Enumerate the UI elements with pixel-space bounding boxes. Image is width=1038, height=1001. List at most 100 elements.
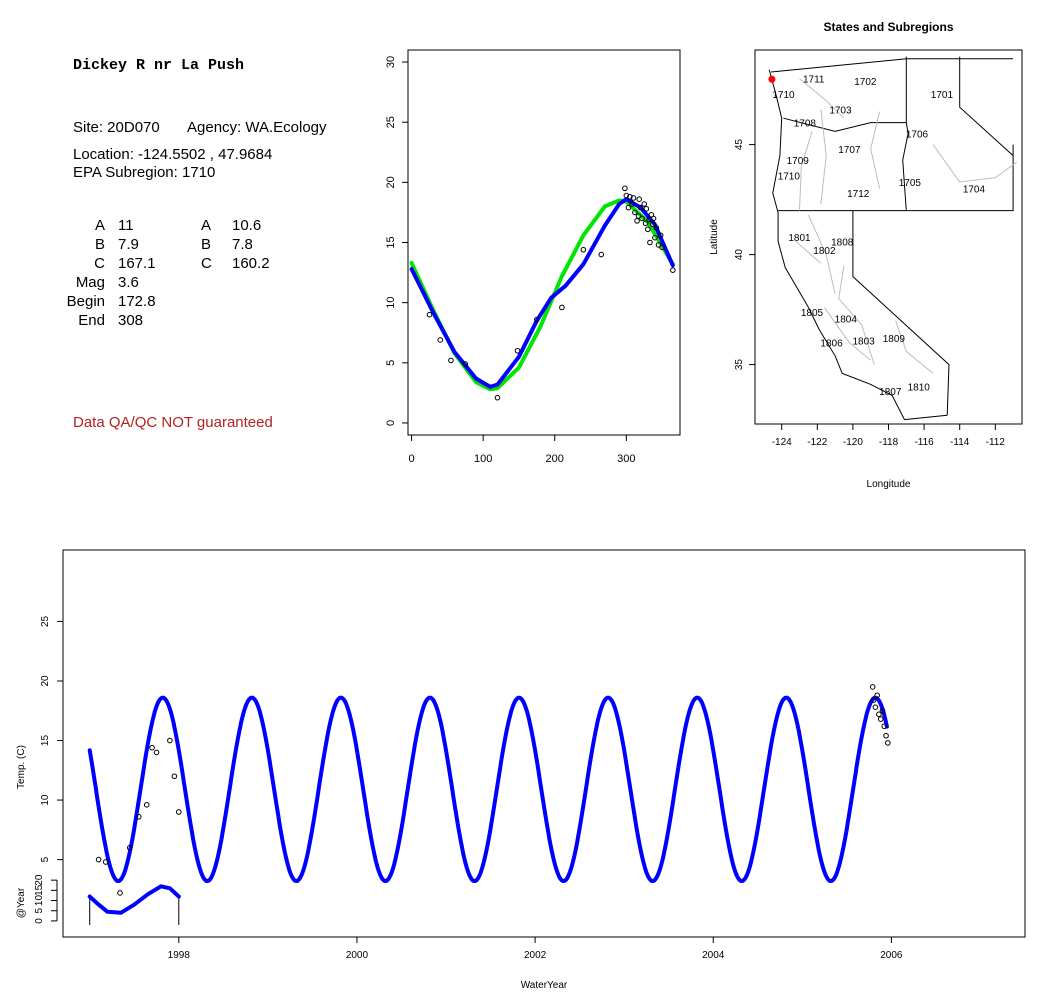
ts-xtick-label: 2004 [702,950,725,961]
subregion: EPA Subregion: 1710 [73,164,216,181]
map-state-boundary [783,117,907,132]
ts-ytick-label: 15 [40,735,51,747]
inset-ytick-label: 20 [34,874,45,886]
ts-xlabel: WaterYear [521,980,568,991]
ts-point [883,732,889,739]
map-subregion-boundary [799,131,813,211]
map-region-label: 1802 [813,246,836,257]
chart1-point [622,185,628,192]
chart1-xtick-label: 300 [617,453,635,465]
map-state-boundary [778,144,1014,212]
map-region-label: 1701 [931,90,954,101]
inset-ylabel: @Year [16,887,27,918]
param-label: A [94,217,105,234]
ts-point [872,704,879,710]
map-xtick-label: -114 [950,437,970,448]
chart1-point [652,234,658,241]
map-region-label: 1808 [831,237,854,248]
param-value: 10.6 [232,217,262,234]
map-xtick-label: -118 [879,437,899,448]
chart1-point [650,215,657,222]
ts-point [874,692,880,699]
param-value: 7.9 [118,236,139,253]
chart1-point [534,316,540,323]
ts-ytick-label: 20 [40,675,51,687]
chart1-point [426,311,433,318]
param-label: B [94,236,105,253]
ts-point [869,684,876,690]
chart1-point [670,267,676,273]
ts-point [881,723,888,730]
map-xtick-label: -120 [843,437,863,448]
map-subregion-boundary [807,214,836,295]
chart1-ytick-label: 15 [385,236,397,248]
map-region-label: 1810 [908,383,931,394]
map-ytick-label: 35 [734,359,745,371]
chart1-point [650,221,656,228]
map-xtick-label: -122 [807,437,827,448]
param-value: 3.6 [118,274,139,291]
map-region-label: 1702 [854,77,877,88]
map-region-label: 1707 [838,145,861,156]
chart1-fit-line-1 [409,198,675,392]
chart1-frame [407,49,681,436]
chart1-point [627,193,633,200]
inset-line [87,884,181,915]
chart1-point [653,225,660,231]
chart1-point [598,251,605,258]
map-region-label: 1710 [772,90,795,101]
inset-ytick-label: 5 [34,908,45,914]
map-state-boundary [852,210,950,416]
chart1-point [644,226,651,233]
map-region-label: 1803 [852,336,875,347]
qa-note: Data QA/QC NOT guaranteed [73,414,273,431]
ts-point [879,707,886,714]
map-ylabel: Latitude [709,219,720,255]
ts-frame [62,549,1026,938]
map-region-label: 1806 [820,339,843,350]
chart1-ytick-label: 0 [385,420,397,426]
inset-ytick-label: 15 [34,884,45,896]
chart1-point [629,201,635,207]
ts-ytick-label: 10 [40,794,51,806]
map-xlabel: Longitude [867,479,911,490]
map-subregion-boundary [820,109,827,205]
map-region-label: 1807 [879,387,902,398]
ts-xtick-label: 2000 [346,950,369,961]
map-region-label: 1710 [778,171,801,182]
param-value: 11 [118,217,134,234]
location: Location: -124.5502 , 47.9684 [73,146,273,163]
param-label: Begin [66,293,105,310]
param-label: C [201,255,212,272]
map-subregion-boundary [838,265,875,365]
chart1-ytick-label: 5 [385,360,397,366]
chart1-point [637,204,644,211]
ts-point [153,749,160,756]
ts-point [885,740,891,746]
map-region-label: 1711 [803,75,825,86]
param-label: A [201,217,212,234]
chart1-point [448,357,454,364]
chart1-point [623,192,630,199]
map-title: States and Subregions [823,20,953,34]
param-label: Mag [75,274,105,291]
chart1-xtick-label: 0 [409,453,415,465]
chart1-point [636,196,643,202]
chart1-point [630,195,637,201]
map-region-label: 1703 [829,105,852,116]
ts-point [167,737,173,744]
chart1-point [437,337,444,343]
ts-point [149,744,155,751]
map-region-label: 1801 [788,233,811,244]
map-ytick-label: 40 [734,249,745,261]
map-coastline [768,69,905,420]
ts-ytick-label: 25 [40,615,51,627]
map-subregion-boundary [895,320,934,374]
site-id: Site: 20D070 [73,119,160,136]
chart1-point [559,304,565,311]
chart1-ytick-label: 10 [385,297,397,309]
inset-ytick-label: 10 [34,895,45,907]
ts-point [127,844,133,851]
chart1-ytick-label: 30 [385,56,397,68]
